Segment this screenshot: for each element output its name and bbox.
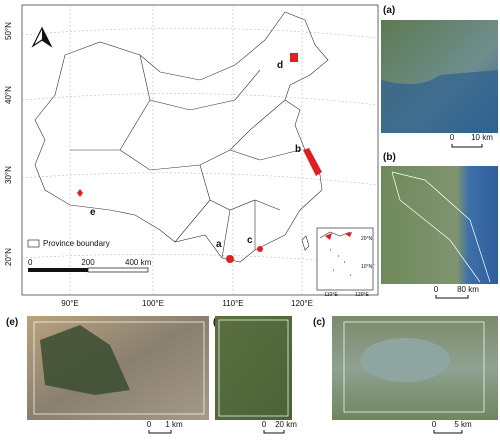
site-marker <box>226 255 234 263</box>
site-marker <box>257 246 263 252</box>
site-marker <box>77 189 83 197</box>
scale-bar <box>148 430 172 434</box>
satellite-image <box>381 166 498 284</box>
scale-label: 0 <box>28 258 33 267</box>
panel-a: (a) 0 10 km <box>381 5 498 148</box>
inset-lon-label: 110°E <box>324 292 338 298</box>
scale-label: 0 <box>450 133 455 142</box>
panel-label: (a) <box>383 5 395 16</box>
scale-label: 0 <box>147 420 152 429</box>
lat-label: 40°N <box>4 86 13 104</box>
scale-label: 20 km <box>275 420 297 429</box>
lat-label: 30°N <box>4 166 13 184</box>
inset-lon-label: 120°E <box>355 292 369 298</box>
main-map: a b c d e 50°N 40°N 30°N 20°N 90°E 100°E… <box>4 4 379 308</box>
lon-label: 100°E <box>142 299 164 308</box>
panel-label: (b) <box>383 152 396 163</box>
scale-bar <box>435 295 469 299</box>
scale-label: 10 km <box>471 133 493 142</box>
sites <box>77 53 322 263</box>
north-arrow <box>31 26 53 48</box>
legend-swatch <box>27 239 40 248</box>
scale-label: 0 <box>434 285 439 294</box>
site-label: a <box>216 239 222 250</box>
inset-lat-label: 10°N <box>361 264 373 270</box>
site-label: c <box>247 235 253 246</box>
panel-d: (d) 0 20 km <box>213 316 297 434</box>
scale-label: 1 km <box>165 420 183 429</box>
province-boundaries <box>34 11 329 263</box>
panel-b: (b) 0 80 km <box>381 152 498 299</box>
scale-bar <box>263 430 285 434</box>
panel-label: (c) <box>313 317 325 328</box>
legend-label: Province boundary <box>43 239 110 248</box>
inset-lat-label: 20°N <box>361 236 373 242</box>
scale-label: 200 <box>81 258 95 267</box>
scale-bar <box>87 267 149 273</box>
panel-c: (c) 0 5 km <box>313 316 498 434</box>
scale-label: 0 <box>432 420 437 429</box>
satellite-image <box>215 316 292 420</box>
scale-bar <box>451 144 483 148</box>
scale-label: 0 <box>262 420 267 429</box>
panel-e: (e) 0 1 km <box>6 316 209 434</box>
site-marker <box>303 148 322 176</box>
scale-label: 5 km <box>454 420 472 429</box>
site-label: b <box>295 144 301 155</box>
inset: 20°N 10°N 110°E 120°E <box>316 227 374 298</box>
site-label: e <box>90 207 96 218</box>
lon-label: 110°E <box>222 299 243 308</box>
panel-label: (e) <box>6 317 18 328</box>
lon-label: 120°E <box>291 299 313 308</box>
scale-bar <box>433 430 463 434</box>
site-marker <box>290 53 298 62</box>
scale-label: 80 km <box>457 285 479 294</box>
lat-label: 50°N <box>4 22 13 40</box>
scale-bar <box>28 268 88 272</box>
lat-label: 20°N <box>4 248 13 266</box>
lon-label: 90°E <box>61 299 78 308</box>
scale-label: 400 km <box>125 258 152 267</box>
taiwan <box>301 235 310 251</box>
site-label: d <box>277 60 283 71</box>
